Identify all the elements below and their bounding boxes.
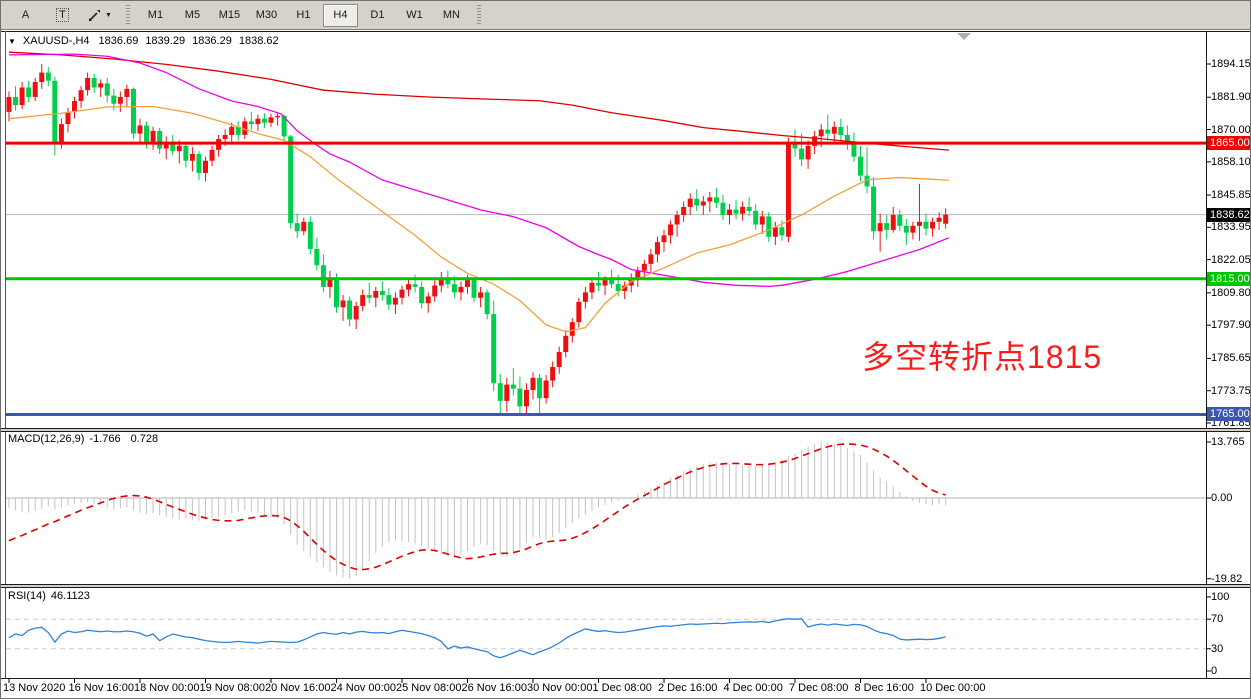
ma-mid-magenta (8, 53, 950, 288)
macd-axis-label: 13.765 (1211, 435, 1245, 448)
time-axis-label: 1 Dec 08:00 (592, 682, 652, 694)
time-axis-label: 24 Nov 00:00 (330, 682, 396, 694)
time-axis-label: 18 Nov 00:00 (134, 682, 200, 694)
rsi-title: RSI(14) (8, 590, 46, 602)
chart-shift-marker (957, 33, 971, 40)
toolbar: A T ▼ M1 M5 M15 M30 H1 H4 D1 W1 MN (1, 1, 1250, 30)
collapse-triangle-icon: ▼ (8, 36, 16, 46)
rsi-axis-label: 30 (1211, 642, 1224, 655)
price-axis-label: 1797.90 (1211, 319, 1251, 332)
macd-axis-label: 0.00 (1211, 492, 1233, 504)
annotation-tool-button[interactable]: A (21, 9, 30, 21)
ma-fast-orange (8, 105, 949, 333)
toolbar-grip[interactable] (125, 5, 130, 25)
price-level-badge: 1815.00 (1207, 271, 1250, 286)
macd-histogram (8, 442, 947, 579)
time-axis-label: 7 Dec 08:00 (789, 682, 849, 694)
panel-separator[interactable] (1, 584, 1250, 588)
price-level-badge: 1765.00 (1207, 407, 1250, 422)
time-axis-label: 25 Nov 08:00 (396, 682, 462, 694)
price-level-badge: 1865.00 (1207, 136, 1250, 151)
timeframe-button-m1[interactable]: M1 (147, 9, 164, 21)
panel-separator[interactable] (1, 428, 1250, 432)
ohlc-open: 1836.69 (98, 35, 139, 47)
timeframe-button-m5[interactable]: M5 (184, 9, 201, 21)
price-axis-label: 1894.15 (1211, 58, 1251, 70)
rsi-value: 46.1123 (50, 590, 90, 602)
price-axis-label: 1870.00 (1211, 123, 1251, 136)
macd-label: MACD(12,26,9) -1.766 0.728 (8, 433, 163, 445)
price-axis-label: 1881.90 (1211, 91, 1251, 104)
price-axis-label: 1773.75 (1211, 384, 1251, 397)
ohlc-high: 1839.29 (145, 35, 186, 47)
text-tool-label: T (56, 8, 69, 22)
timeframe-button-h4[interactable]: H4 (322, 3, 358, 27)
rsi-label: RSI(14) 46.1123 (8, 590, 95, 602)
time-axis-label: 19 Nov 08:00 (199, 682, 265, 694)
diagonal-arrows-icon (88, 9, 102, 22)
price-axis-label: 1822.05 (1211, 253, 1251, 266)
time-axis-label: 30 Nov 00:00 (527, 682, 593, 694)
price-axis-label: 1809.80 (1211, 286, 1251, 299)
current-price-badge: 1838.62 (1207, 207, 1250, 222)
rsi-axis-label: 0 (1211, 665, 1218, 677)
time-axis-label: 16 Nov 16:00 (68, 682, 134, 694)
text-tool-button[interactable]: T (45, 4, 80, 27)
timeframe-button-m15[interactable]: M15 (218, 9, 241, 21)
macd-axis-label: -19.82 (1211, 572, 1243, 585)
macd-title: MACD(12,26,9) (8, 433, 85, 445)
rsi-axis-label: 70 (1211, 613, 1224, 626)
chart-text-annotation[interactable]: 多空转折点1815 (862, 339, 1103, 375)
ohlc-close: 1838.62 (238, 35, 279, 47)
time-axis-label: 26 Nov 16:00 (461, 682, 527, 694)
price-axis-label: 1858.10 (1211, 155, 1251, 168)
ma-slow-red (8, 51, 949, 151)
time-axis-label: 13 Nov 2020 (3, 682, 66, 694)
timeframe-button-m30[interactable]: M30 (255, 9, 278, 21)
chevron-down-icon: ▼ (105, 11, 112, 19)
price-axis-label: 1785.65 (1211, 352, 1251, 365)
toolbar-grip[interactable] (476, 5, 481, 25)
price-axis-label: 1833.95 (1211, 221, 1251, 234)
time-axis-label: 20 Nov 16:00 (265, 682, 331, 694)
rsi-line (8, 618, 946, 659)
timeframe-button-w1[interactable]: W1 (406, 9, 423, 21)
time-axis-label: 2 Dec 16:00 (658, 682, 718, 694)
symbol-info-line[interactable]: ▼ XAUUSD-,H4 1836.69 1839.29 1836.29 183… (8, 35, 279, 47)
macd-signal-line (8, 443, 946, 571)
timeframe-button-mn[interactable]: MN (442, 9, 460, 21)
ohlc-low: 1836.29 (192, 35, 232, 47)
time-axis-label: 4 Dec 00:00 (723, 682, 783, 694)
timeframe-button-h1[interactable]: H1 (296, 9, 311, 21)
timeframe-button-group: M1 M5 M15 M30 H1 H4 D1 W1 MN (137, 3, 470, 27)
macd-signal-value: 0.728 (130, 433, 159, 445)
rsi-axis-label: 100 (1211, 591, 1230, 603)
macd-main-value: -1.766 (89, 433, 121, 445)
symbol-title: XAUUSD-,H4 (22, 35, 90, 47)
price-axis-label: 1845.85 (1211, 189, 1251, 202)
time-axis-label: 10 Dec 00:00 (920, 682, 986, 694)
timeframe-button-d1[interactable]: D1 (370, 9, 385, 21)
time-axis-label: 8 Dec 16:00 (854, 682, 914, 694)
cursor-tool-button[interactable]: ▼ (82, 4, 118, 27)
candles-series (6, 63, 949, 416)
